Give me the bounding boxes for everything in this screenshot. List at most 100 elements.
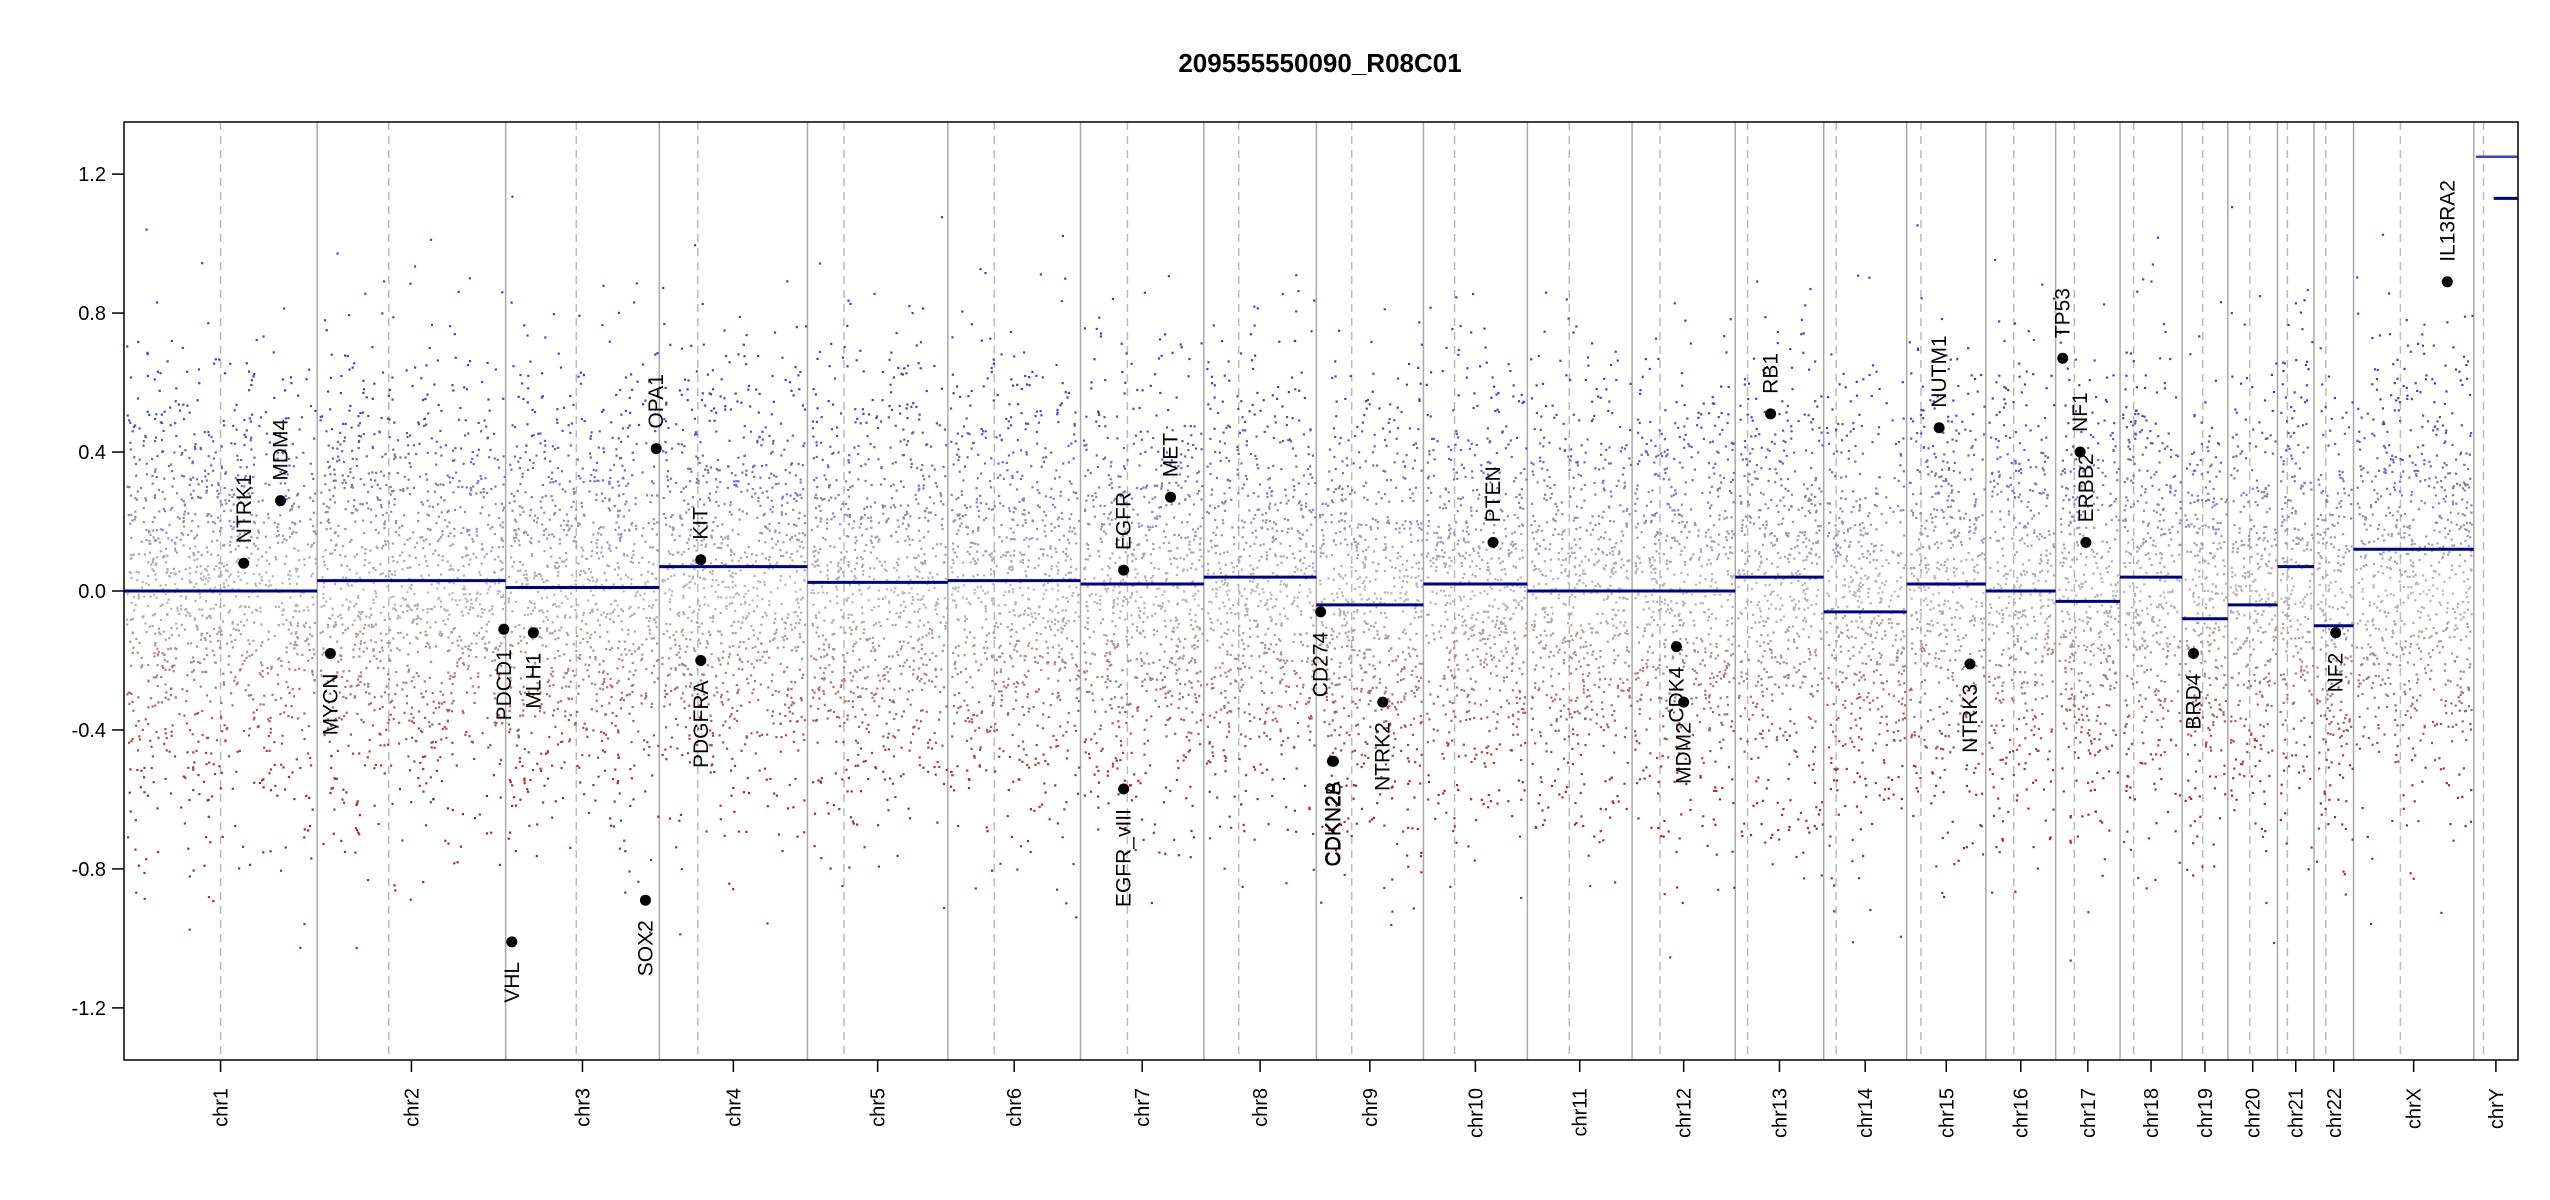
- probe-point: [349, 467, 352, 470]
- probe-point: [247, 684, 250, 687]
- probe-point: [312, 477, 315, 480]
- probe-point: [851, 485, 854, 488]
- probe-point: [364, 548, 367, 551]
- probe-point: [776, 646, 779, 649]
- probe-point: [437, 515, 441, 518]
- probe-point: [162, 630, 165, 633]
- probe-point: [826, 801, 829, 804]
- probe-point: [688, 605, 691, 608]
- probe-point: [602, 670, 605, 673]
- probe-point: [278, 657, 281, 660]
- probe-point: [800, 699, 803, 702]
- probe-point: [377, 822, 380, 826]
- probe-point: [568, 527, 571, 530]
- probe-point: [216, 632, 219, 635]
- probe-point: [341, 450, 344, 453]
- probe-point: [465, 388, 469, 391]
- probe-point: [558, 483, 561, 486]
- probe-point: [877, 597, 880, 600]
- probe-point: [518, 544, 521, 547]
- probe-point: [701, 392, 704, 395]
- probe-point: [129, 421, 132, 424]
- probe-point: [577, 656, 580, 659]
- probe-point: [641, 653, 644, 656]
- probe-point: [350, 538, 353, 542]
- probe-point: [386, 641, 389, 644]
- probe-point: [226, 726, 229, 729]
- probe-point: [516, 489, 519, 492]
- probe-point: [379, 764, 383, 767]
- probe-point: [259, 416, 263, 419]
- probe-point: [359, 502, 362, 506]
- probe-point: [523, 779, 526, 782]
- probe-point: [812, 388, 815, 391]
- probe-point: [669, 343, 672, 346]
- probe-point: [336, 252, 339, 255]
- probe-point: [411, 385, 414, 388]
- probe-point: [296, 635, 299, 639]
- probe-point: [428, 725, 431, 728]
- probe-point: [194, 447, 197, 451]
- probe-point: [666, 485, 669, 488]
- probe-point: [831, 633, 834, 636]
- probe-point: [670, 575, 673, 578]
- probe-point: [163, 742, 166, 746]
- probe-point: [191, 462, 194, 465]
- probe-point: [258, 582, 261, 585]
- probe-point: [766, 922, 769, 925]
- probe-point: [557, 584, 560, 587]
- probe-point: [309, 496, 312, 499]
- probe-point: [269, 716, 272, 719]
- probe-point: [485, 647, 488, 650]
- probe-point: [235, 770, 238, 773]
- probe-point: [451, 710, 454, 713]
- probe-point: [631, 451, 634, 454]
- probe-point: [390, 764, 393, 767]
- probe-point: [720, 561, 723, 565]
- probe-point: [493, 721, 496, 724]
- probe-point: [758, 392, 761, 395]
- probe-point: [592, 784, 595, 787]
- probe-point: [582, 549, 585, 552]
- probe-point: [147, 561, 150, 564]
- probe-point: [803, 408, 807, 411]
- probe-point: [913, 556, 916, 560]
- probe-point: [769, 508, 772, 511]
- probe-point: [524, 451, 527, 454]
- probe-point: [655, 616, 658, 619]
- probe-point: [494, 724, 497, 727]
- probe-point: [715, 686, 718, 689]
- probe-point: [273, 521, 276, 524]
- probe-point: [381, 547, 384, 550]
- probe-point: [851, 527, 854, 530]
- probe-point: [262, 521, 265, 524]
- probe-point: [189, 642, 193, 645]
- probe-point: [322, 843, 325, 846]
- probe-point: [511, 509, 514, 512]
- probe-point: [782, 554, 785, 558]
- probe-point: [863, 513, 867, 517]
- probe-point: [416, 622, 419, 626]
- probe-point: [756, 441, 759, 444]
- probe-point: [156, 664, 159, 667]
- probe-point: [671, 553, 674, 556]
- probe-point: [327, 460, 330, 463]
- probe-point: [859, 589, 862, 592]
- probe-point: [392, 448, 395, 451]
- probe-point: [756, 516, 759, 519]
- probe-point: [131, 618, 134, 621]
- probe-point: [703, 673, 706, 676]
- probe-point: [722, 580, 725, 583]
- probe-point: [201, 614, 204, 617]
- probe-point: [434, 741, 438, 744]
- probe-point: [343, 479, 346, 482]
- probe-point: [594, 656, 597, 659]
- probe-point: [780, 736, 783, 739]
- probe-point: [859, 695, 862, 698]
- probe-point: [168, 523, 171, 526]
- probe-point: [358, 422, 362, 425]
- probe-point: [822, 692, 826, 695]
- probe-point: [722, 650, 725, 653]
- probe-point: [229, 634, 232, 637]
- probe-point: [619, 819, 622, 822]
